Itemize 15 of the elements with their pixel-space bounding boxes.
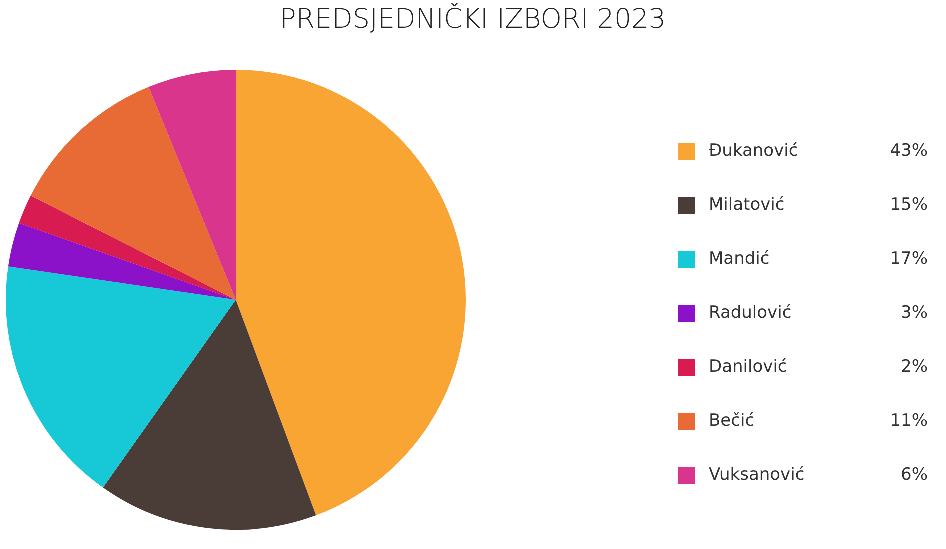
data-label: 11%	[889, 411, 928, 431]
legend-label: Mandić	[709, 249, 771, 269]
data-label: 2%	[900, 357, 928, 377]
legend-label: Milatović	[709, 195, 786, 215]
legend-label: Đukanović	[709, 141, 800, 161]
legend-label: Bečić	[709, 411, 756, 431]
legend-label: Vuksanović	[709, 465, 806, 485]
legend-label: Danilović	[709, 357, 788, 377]
data-label: 3%	[900, 303, 928, 323]
chart-title: PREDSJEDNIČKI IZBORI 2023	[278, 4, 668, 35]
legend-label: Radulović	[709, 303, 793, 323]
data-label: 17%	[889, 249, 928, 269]
data-label: 15%	[889, 195, 928, 215]
data-label: 43%	[889, 141, 928, 161]
data-label: 6%	[900, 465, 928, 485]
